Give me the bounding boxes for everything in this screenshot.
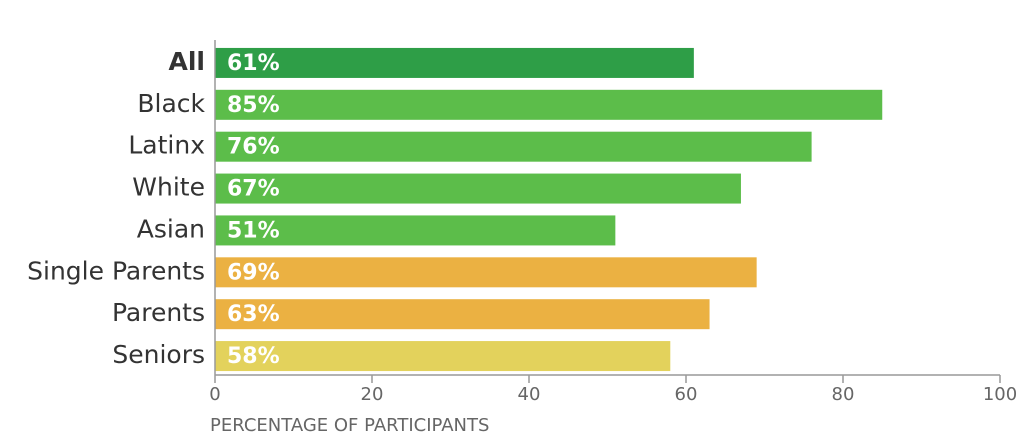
y-tick-label: All — [169, 47, 206, 76]
x-axis-label: PERCENTAGE OF PARTICIPANTS — [210, 415, 489, 436]
y-tick-label: Parents — [112, 298, 205, 327]
value-label: 85% — [227, 93, 280, 118]
x-tick-label: 80 — [832, 384, 855, 405]
bar — [215, 257, 757, 288]
y-tick-label: Latinx — [128, 131, 205, 160]
y-tick-label: Single Parents — [27, 256, 205, 285]
value-label: 76% — [227, 135, 280, 160]
y-tick-label: Black — [137, 89, 205, 118]
bar — [215, 215, 616, 246]
bar — [215, 299, 710, 330]
bar — [215, 47, 694, 78]
value-label: 51% — [227, 218, 280, 243]
bar — [215, 341, 671, 372]
y-tick-label: White — [132, 173, 205, 202]
y-tick-label: Seniors — [112, 340, 205, 369]
value-label: 58% — [227, 344, 280, 369]
x-tick-label: 100 — [983, 384, 1017, 405]
bar — [215, 131, 812, 162]
value-label: 67% — [227, 177, 280, 202]
x-tick-label: 60 — [675, 384, 698, 405]
bar — [215, 173, 741, 204]
x-tick-label: 0 — [209, 384, 220, 405]
value-label: 61% — [227, 51, 280, 76]
x-tick-label: 40 — [518, 384, 541, 405]
bar — [215, 89, 883, 120]
y-tick-label: Asian — [137, 214, 205, 243]
value-label: 63% — [227, 302, 280, 327]
x-tick-label: 20 — [361, 384, 384, 405]
value-label: 69% — [227, 260, 280, 285]
